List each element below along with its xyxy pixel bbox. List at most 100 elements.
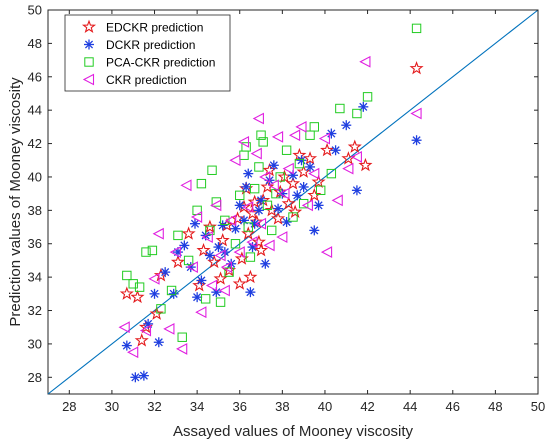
data-point — [243, 168, 254, 179]
data-point — [169, 246, 181, 259]
data-point — [309, 122, 320, 132]
data-point — [149, 288, 160, 299]
data-point — [176, 343, 188, 355]
data-point — [245, 252, 256, 262]
data-point — [241, 142, 251, 152]
data-point — [301, 199, 313, 212]
data-point — [275, 172, 285, 182]
data-point — [118, 321, 130, 334]
data-point — [128, 279, 138, 289]
data-point — [196, 243, 211, 257]
data-point — [307, 187, 322, 202]
data-point — [196, 178, 207, 189]
data-point — [134, 282, 145, 292]
y-tick-label: 40 — [28, 169, 42, 184]
data-point — [359, 55, 371, 68]
y-tick-label: 34 — [28, 270, 42, 285]
data-point — [147, 245, 158, 256]
data-point — [411, 23, 422, 34]
data-point — [254, 243, 269, 257]
data-point — [190, 211, 203, 223]
data-point — [331, 194, 343, 207]
data-point — [409, 61, 424, 75]
data-point — [250, 147, 262, 160]
y-tick-label: 28 — [28, 370, 42, 385]
data-point — [243, 222, 253, 232]
data-point — [130, 372, 141, 383]
data-point — [205, 279, 218, 292]
series-square — [122, 23, 422, 342]
y-tick-label: 50 — [28, 3, 42, 18]
data-point — [351, 185, 362, 196]
data-point — [267, 179, 279, 192]
data-point — [245, 287, 256, 298]
data-point — [195, 306, 207, 319]
data-point — [241, 226, 256, 240]
data-point — [130, 289, 145, 304]
legend-entry: DCKR prediction — [84, 38, 195, 52]
x-tick-label: 36 — [233, 399, 247, 414]
data-point — [313, 200, 324, 211]
data-point — [207, 165, 217, 175]
legend-entry: CKR prediction — [82, 73, 187, 87]
y-tick-label: 30 — [28, 336, 42, 351]
data-point — [217, 220, 228, 231]
data-point — [156, 304, 166, 314]
data-point — [358, 157, 373, 172]
legend-marker — [81, 19, 97, 33]
data-point — [220, 261, 233, 274]
data-point — [186, 261, 198, 274]
series-triangle-left — [118, 55, 422, 359]
data-point — [263, 239, 275, 252]
data-point — [224, 267, 234, 277]
series-asterisk — [121, 101, 422, 383]
data-point — [121, 340, 132, 351]
data-point — [251, 234, 266, 249]
data-point — [292, 190, 303, 201]
data-point — [288, 129, 301, 142]
legend-marker — [84, 39, 94, 50]
data-point — [170, 254, 185, 269]
data-point — [295, 120, 307, 133]
data-point — [256, 195, 267, 206]
data-point — [296, 155, 307, 166]
data-point — [192, 278, 207, 292]
data-point — [127, 346, 139, 359]
data-point — [233, 246, 245, 259]
y-tick-label: 46 — [28, 69, 42, 84]
data-point — [296, 164, 311, 178]
data-point — [166, 285, 177, 296]
data-point — [318, 132, 331, 145]
data-point — [149, 306, 164, 320]
data-point — [192, 292, 203, 303]
data-point — [341, 120, 352, 131]
data-point — [271, 130, 284, 143]
data-point — [281, 145, 292, 155]
legend: EDCKR prediction DCKR prediction PCA-CKR p… — [64, 14, 231, 92]
data-point — [254, 217, 267, 230]
data-point — [138, 370, 149, 381]
data-point — [358, 101, 369, 112]
data-point — [122, 270, 132, 281]
data-point — [225, 214, 237, 227]
x-tick-label: 46 — [446, 399, 460, 414]
data-point — [190, 218, 200, 229]
data-point — [183, 255, 194, 266]
y-axis-label: Prediction values of Mooney viscosity — [7, 77, 24, 327]
data-point — [273, 203, 284, 214]
data-point — [179, 240, 190, 251]
data-point — [258, 137, 268, 147]
data-point — [246, 236, 258, 248]
data-point — [282, 162, 294, 175]
data-point — [177, 332, 187, 342]
legend-marker — [82, 73, 95, 86]
data-point — [308, 167, 320, 180]
y-tick-label: 42 — [28, 136, 42, 151]
data-point — [259, 171, 271, 183]
y-tick-label: 38 — [28, 203, 42, 218]
x-tick-label: 44 — [403, 399, 417, 414]
data-point — [276, 231, 288, 243]
data-point — [335, 103, 345, 114]
data-point — [342, 162, 354, 175]
data-point — [347, 139, 362, 153]
